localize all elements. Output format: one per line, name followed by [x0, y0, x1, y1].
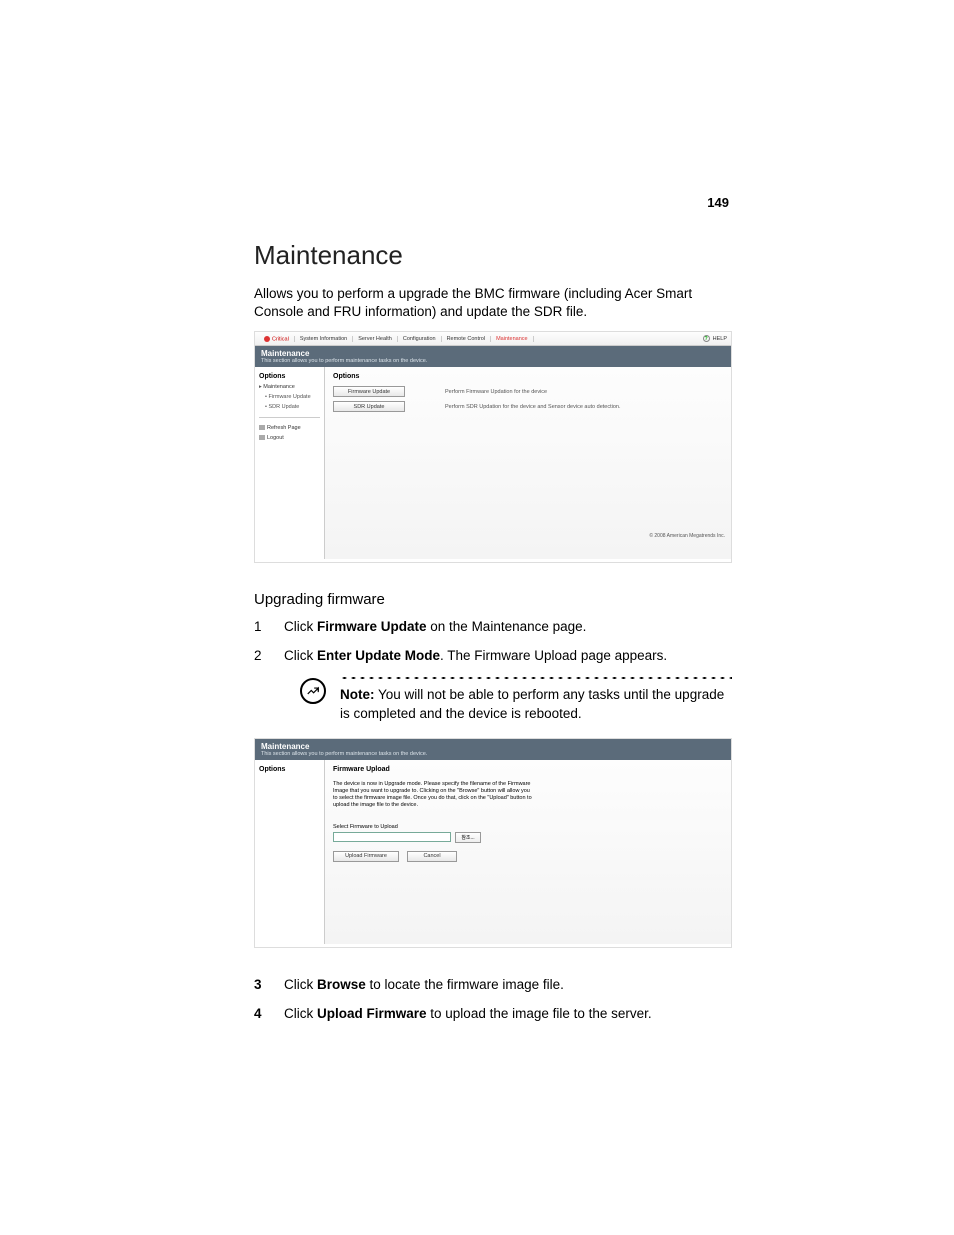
sidebar-item-maintenance[interactable]: Maintenance: [259, 384, 320, 390]
sdr-update-button[interactable]: SDR Update: [333, 401, 405, 412]
sidebar-refresh[interactable]: Refresh Page: [259, 425, 320, 431]
browse-button[interactable]: 참조...: [455, 832, 481, 843]
step-bold: Firmware Update: [317, 619, 427, 634]
nav-tab-configuration[interactable]: Configuration: [398, 336, 442, 342]
firmware-upload-heading: Firmware Upload: [333, 766, 723, 773]
help-label[interactable]: HELP: [713, 336, 727, 342]
sidebar-item-sdr-update[interactable]: SDR Update: [259, 404, 320, 410]
step-2: 2 Click Enter Update Mode. The Firmware …: [254, 647, 732, 666]
sidebar-head: Options: [259, 766, 320, 773]
subsection-title: Upgrading firmware: [254, 591, 732, 608]
sidebar: Options Maintenance Firmware Update SDR …: [255, 367, 325, 559]
options-heading: Options: [333, 373, 723, 380]
sdr-update-desc: Perform SDR Updation for the device and …: [445, 404, 621, 410]
help-icon[interactable]: ?: [703, 335, 710, 342]
note-block: Note: You will not be able to perform an…: [300, 676, 732, 724]
sidebar-logout[interactable]: Logout: [259, 435, 320, 441]
step-text: to locate the firmware image file.: [366, 977, 564, 992]
sidebar-head: Options: [259, 373, 320, 380]
page-number: 149: [0, 40, 954, 240]
main-content: Firmware Upload The device is now in Upg…: [325, 760, 731, 944]
cancel-button[interactable]: Cancel: [407, 851, 457, 862]
step-text: on the Maintenance page.: [427, 619, 587, 634]
nav-tab-maintenance[interactable]: Maintenance: [491, 336, 534, 342]
section-header-sub: This section allows you to perform maint…: [261, 358, 725, 364]
nav-tab-system-info[interactable]: System Information: [295, 336, 353, 342]
step-number: 3: [254, 976, 266, 995]
section-header-title: Maintenance: [261, 349, 725, 358]
firmware-update-desc: Perform Firmware Updation for the device: [445, 389, 547, 395]
main-content: Options Firmware Update Perform Firmware…: [325, 367, 731, 559]
firmware-update-button[interactable]: Firmware Update: [333, 386, 405, 397]
note-icon: [300, 678, 326, 704]
note-text: Note: You will not be able to perform an…: [340, 686, 732, 724]
sidebar: Options: [255, 760, 325, 944]
step-number: 1: [254, 618, 266, 637]
section-header: Maintenance This section allows you to p…: [255, 346, 731, 367]
copyright-text: © 2008 American Megatrends Inc.: [649, 533, 725, 539]
step-text: to upload the image file to the server.: [427, 1006, 652, 1021]
upload-firmware-button[interactable]: Upload Firmware: [333, 851, 399, 862]
step-4: 4 Click Upload Firmware to upload the im…: [254, 1005, 732, 1024]
firmware-select-label: Select Firmware to Upload: [333, 824, 723, 830]
firmware-file-input[interactable]: [333, 832, 451, 842]
note-divider: [340, 676, 732, 680]
section-header-sub: This section allows you to perform maint…: [261, 751, 725, 757]
section-header-title: Maintenance: [261, 742, 725, 751]
intro-paragraph: Allows you to perform a upgrade the BMC …: [254, 285, 732, 321]
step-bold: Upload Firmware: [317, 1006, 427, 1021]
nav-tab-remote-control[interactable]: Remote Control: [442, 336, 492, 342]
sidebar-divider: [259, 417, 320, 418]
note-body: You will not be able to perform any task…: [340, 687, 724, 721]
step-number: 4: [254, 1005, 266, 1024]
firmware-upload-description: The device is now in Upgrade mode. Pleas…: [333, 781, 533, 810]
step-number: 2: [254, 647, 266, 666]
step-text: Click: [284, 619, 317, 634]
step-text: . The Firmware Upload page appears.: [440, 648, 667, 663]
nav-tab-critical[interactable]: Critical: [259, 336, 295, 342]
firmware-upload-screenshot: Maintenance This section allows you to p…: [254, 738, 732, 948]
nav-tab-server-health[interactable]: Server Health: [353, 336, 398, 342]
step-1: 1 Click Firmware Update on the Maintenan…: [254, 618, 732, 637]
section-header: Maintenance This section allows you to p…: [255, 739, 731, 760]
step-3: 3 Click Browse to locate the firmware im…: [254, 976, 732, 995]
step-text: Click: [284, 1006, 317, 1021]
maintenance-screenshot: Critical System Information Server Healt…: [254, 331, 732, 563]
step-text: Click: [284, 648, 317, 663]
note-label: Note:: [340, 687, 375, 702]
step-bold: Browse: [317, 977, 366, 992]
step-text: Click: [284, 977, 317, 992]
top-nav-bar: Critical System Information Server Healt…: [255, 332, 731, 346]
page-title: Maintenance: [254, 240, 732, 271]
step-bold: Enter Update Mode: [317, 648, 440, 663]
sidebar-item-firmware-update[interactable]: Firmware Update: [259, 394, 320, 400]
